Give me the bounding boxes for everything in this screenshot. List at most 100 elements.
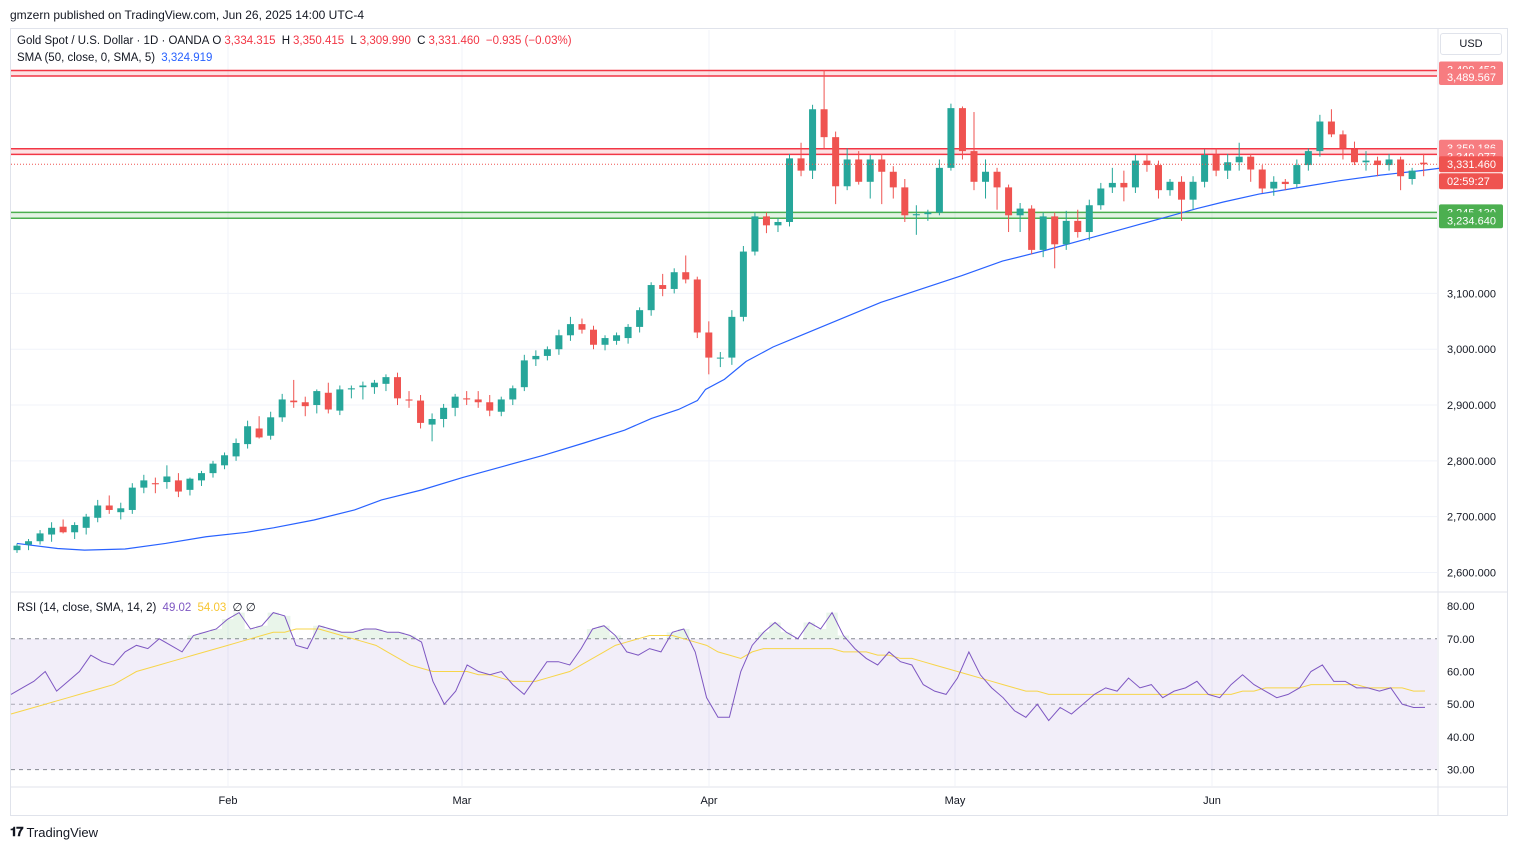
support-zone bbox=[11, 212, 1437, 219]
candle bbox=[901, 179, 909, 222]
candle bbox=[855, 151, 863, 185]
rsi-tick-label: 80.00 bbox=[1447, 601, 1475, 613]
candle-body bbox=[532, 355, 540, 360]
candle bbox=[924, 209, 932, 221]
candle-body bbox=[221, 455, 229, 466]
time-axis-label: Jun bbox=[1203, 795, 1221, 807]
candle bbox=[682, 255, 690, 284]
high-value: 3,350.415 bbox=[293, 35, 345, 47]
candle bbox=[1154, 160, 1162, 199]
candle-body bbox=[1154, 165, 1162, 191]
candle bbox=[82, 513, 90, 535]
price-tick-label: 2,900.000 bbox=[1447, 400, 1496, 412]
candle-body bbox=[1224, 162, 1232, 171]
symbol-name[interactable]: Gold Spot / U.S. Dollar · 1D · OANDA bbox=[17, 35, 210, 47]
candle-body bbox=[1189, 181, 1197, 200]
candle-body bbox=[290, 400, 298, 403]
candle-body bbox=[543, 349, 551, 356]
rsi-tick-label: 70.00 bbox=[1447, 634, 1475, 646]
candle bbox=[624, 324, 632, 344]
candle bbox=[48, 522, 56, 542]
price-label-bg bbox=[1439, 173, 1503, 190]
candle bbox=[1362, 151, 1370, 171]
candle-body bbox=[1212, 155, 1220, 171]
candle bbox=[1016, 203, 1024, 233]
candle bbox=[509, 385, 517, 406]
candle-body bbox=[1016, 208, 1024, 216]
candle bbox=[440, 403, 448, 428]
candle-body bbox=[1166, 181, 1174, 191]
candle bbox=[659, 273, 667, 297]
candle bbox=[451, 393, 459, 417]
sma-label[interactable]: SMA (50, close, 0, SMA, 5) bbox=[17, 52, 156, 64]
candle-body bbox=[624, 326, 632, 339]
candle bbox=[1131, 155, 1139, 193]
candle bbox=[1201, 149, 1209, 188]
open-label: O bbox=[212, 35, 222, 47]
candle bbox=[912, 205, 920, 235]
candle bbox=[1304, 148, 1312, 171]
candle-body bbox=[809, 109, 817, 171]
candle-body bbox=[774, 221, 782, 226]
candle bbox=[1005, 184, 1013, 233]
candle bbox=[739, 245, 747, 322]
currency-button[interactable]: USD bbox=[1440, 33, 1502, 55]
time-axis-label: Apr bbox=[700, 795, 717, 807]
candle-body bbox=[393, 377, 401, 399]
candle-body bbox=[48, 527, 56, 535]
candle-body bbox=[370, 382, 378, 388]
candle-body bbox=[1201, 155, 1209, 182]
price-tick-label: 3,100.000 bbox=[1447, 288, 1496, 300]
candle bbox=[1039, 212, 1047, 258]
candle-body bbox=[1097, 188, 1105, 206]
candle bbox=[705, 321, 713, 375]
rsi-extra: ∅ ∅ bbox=[232, 602, 256, 614]
candle bbox=[751, 212, 759, 256]
candle bbox=[982, 159, 990, 199]
candle bbox=[117, 502, 125, 520]
candle bbox=[163, 465, 171, 489]
candle-body bbox=[1327, 121, 1335, 135]
open-value: 3,334.315 bbox=[224, 35, 276, 47]
candle bbox=[613, 332, 621, 345]
candle bbox=[232, 438, 240, 461]
candle-body bbox=[520, 360, 528, 388]
candle-body bbox=[13, 545, 21, 551]
resistance-zone bbox=[11, 148, 1437, 155]
candle bbox=[809, 104, 817, 180]
rsi-tick-label: 60.00 bbox=[1447, 667, 1475, 679]
rsi-label[interactable]: RSI (14, close, SMA, 14, 2) bbox=[17, 602, 157, 614]
candle-body bbox=[601, 338, 609, 345]
price-tick-label: 2,600.000 bbox=[1447, 567, 1496, 579]
candle bbox=[970, 112, 978, 191]
candle-body bbox=[1397, 159, 1405, 177]
candle bbox=[520, 354, 528, 392]
candle bbox=[417, 394, 425, 429]
candle bbox=[1028, 205, 1036, 255]
candle-body bbox=[105, 505, 113, 510]
time-axis-label: Feb bbox=[219, 795, 238, 807]
rsi-tick-label: 40.00 bbox=[1447, 732, 1475, 744]
candle bbox=[94, 499, 102, 523]
candle bbox=[151, 477, 159, 494]
candle bbox=[174, 473, 182, 498]
candle-body bbox=[486, 402, 494, 411]
candle bbox=[1408, 167, 1416, 185]
candle bbox=[1281, 179, 1289, 191]
candle-body bbox=[1178, 181, 1186, 200]
candle-body bbox=[647, 285, 655, 311]
candle-body bbox=[1120, 182, 1128, 188]
candle-body bbox=[832, 137, 840, 187]
candle-body bbox=[128, 487, 136, 510]
candle bbox=[578, 318, 586, 334]
candle-body bbox=[405, 399, 413, 401]
candle-body bbox=[935, 167, 943, 213]
candle-body bbox=[1258, 169, 1266, 189]
rsi-value: 49.02 bbox=[162, 602, 192, 614]
candle bbox=[774, 218, 782, 233]
candle bbox=[347, 385, 355, 399]
candle-body bbox=[659, 285, 667, 289]
candle bbox=[889, 166, 897, 199]
rsi-overbought-fill bbox=[187, 612, 850, 639]
